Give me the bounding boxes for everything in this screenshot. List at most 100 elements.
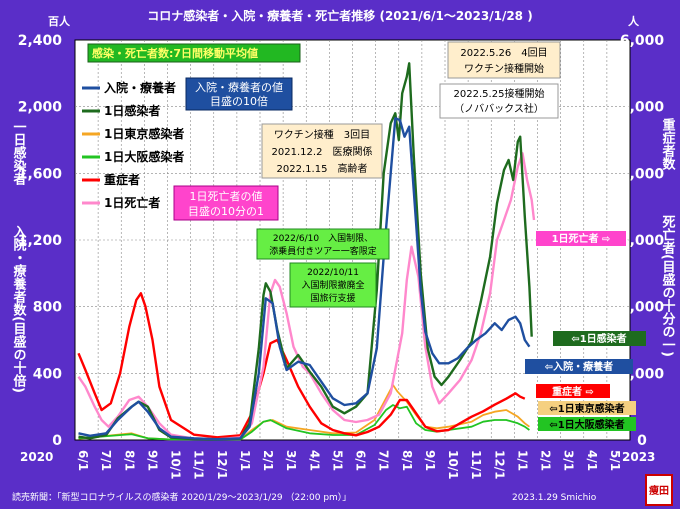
x-tick-label: 10/1 <box>446 450 460 479</box>
source-text: 読売新聞：「新型コロナウイルスの感染者 2020/1/29～2023/1/29 … <box>12 491 351 503</box>
stamp-text: 痩田 <box>649 484 669 497</box>
y-left-tick-label: 1,200 <box>18 233 63 249</box>
legend-label-hospital: 入院・療養者 <box>104 80 176 95</box>
travel2-line2: 入国制限撤廃全 <box>301 279 364 291</box>
hospital-scale-note: 入院・療養者の値 目盛の10倍 <box>185 77 293 111</box>
y-right-tick-label: 4,000 <box>620 166 665 182</box>
right-label-severe-text: 重症者 ⇨ <box>552 385 594 398</box>
moving-avg-note: 感染・死亡者数:7日間移動平均値 <box>87 43 301 63</box>
y-left-tick-label: 0 <box>52 433 62 449</box>
right-label-tokyo: ⇦1日東京感染者 <box>538 401 636 415</box>
x-tick-label: 5/1 <box>608 450 622 471</box>
x-tick-label: 12/1 <box>215 450 229 479</box>
x-tick-label: 11/1 <box>192 450 206 479</box>
right-axis-label-bottom: 死亡者(目盛の十分の一) <box>660 215 677 357</box>
vaccine3-line3: 2022.1.15 高齢者 <box>277 162 368 175</box>
vaccine3-line2: 2021.12.2 医療関係 <box>272 145 373 158</box>
death-scale-note: 1日死亡者の値 目盛の10分の1 <box>173 185 279 221</box>
x-tick-label: 9/1 <box>423 450 437 471</box>
y-right-tick-label: 6,000 <box>620 33 665 49</box>
death-scale-line1: 1日死亡者の値 <box>190 189 263 203</box>
year-start: 2020 <box>20 450 53 464</box>
vaccine3-line1: ワクチン接種 3回目 <box>274 128 370 141</box>
y-right-tick-label: 5,000 <box>620 100 665 116</box>
travel2-line1: 2022/10/11 <box>307 268 359 278</box>
legend-label-tokyo: 1日東京感染者 <box>104 126 184 141</box>
vaccine3-note: ワクチン接種 3回目 2021.12.2 医療関係 2022.1.15 高齢者 <box>261 123 383 179</box>
x-ticks: 6/1 7/1 8/1 9/1 10/1 11/1 12/1 1/1 2/1 3/1 4/1 5/1 6… <box>76 450 622 479</box>
legend-label-severe: 重症者 <box>104 172 140 187</box>
x-tick-label: 11/1 <box>469 450 483 479</box>
death-scale-line2: 目盛の10分の1 <box>188 204 264 218</box>
y-left-tick-label: 400 <box>33 366 62 382</box>
chart-title: コロナ感染者・入院・療養者・死亡者推移 (2021/6/1～2023/1/28 … <box>147 8 532 23</box>
y-left-tick-label: 1,600 <box>18 166 63 182</box>
travel2-note: 2022/10/11 入国制限撤廃全 国旅行支援 <box>289 262 377 308</box>
stamp: 痩田 <box>645 474 673 506</box>
travel1-line2: 添乗員付きツアー一客限定 <box>269 245 376 257</box>
x-tick-label: 6/1 <box>76 450 90 471</box>
travel1-note: 2022/6/10 入国制限、 添乗員付きツアー一客限定 <box>256 228 390 260</box>
y-right-tick-label: 2,000 <box>620 300 665 316</box>
right-label-daily: ⇦1日感染者 <box>553 331 646 346</box>
novavax-note: 2022.5.25接種開始 （ノババックス社） <box>439 83 559 119</box>
vaccine4-note: 2022.5.26 4回目 ワクチン接種開始 <box>447 41 561 79</box>
right-label-osaka-text: ⇦1日大阪感染者 <box>549 418 624 431</box>
right-label-tokyo-text: ⇦1日東京感染者 <box>549 402 624 415</box>
y-left-tick-label: 2,400 <box>18 33 63 49</box>
right-label-deaths-text: 1日死亡者 ⇨ <box>552 232 611 245</box>
y-left-tick-label: 2,000 <box>18 100 63 116</box>
left-axis-label-top: 一日感染者 <box>11 120 28 186</box>
x-tick-label: 7/1 <box>377 450 391 471</box>
x-tick-label: 8/1 <box>400 450 414 471</box>
x-tick-label: 6/1 <box>354 450 368 471</box>
x-tick-label: 12/1 <box>492 450 506 479</box>
right-label-daily-text: ⇦1日感染者 <box>571 332 626 345</box>
x-tick-label: 4/1 <box>307 450 321 471</box>
x-tick-label: 3/1 <box>284 450 298 471</box>
legend-label-osaka: 1日大阪感染者 <box>104 149 184 164</box>
x-tick-label: 2/1 <box>261 450 275 471</box>
x-tick-label: 4/1 <box>585 450 599 471</box>
right-label-hospital: ⇦入院・療養者 <box>525 359 633 374</box>
y-left-ticks: 0 400 800 1,200 1,600 2,000 2,400 <box>18 33 63 449</box>
right-label-hospital-text: ⇦入院・療養者 <box>545 360 613 373</box>
y-right-tick-label: 3,000 <box>620 233 665 249</box>
x-tick-label: 3/1 <box>562 450 576 471</box>
x-tick-label: 10/1 <box>169 450 183 479</box>
travel2-line3: 国旅行支援 <box>310 292 355 304</box>
right-label-deaths: 1日死亡者 ⇨ <box>536 231 626 246</box>
x-tick-label: 2/1 <box>539 450 553 471</box>
x-tick-label: 8/1 <box>122 450 136 471</box>
legend-label-deaths: 1日死亡者 <box>104 195 160 210</box>
right-axis-label-top: 重症者数 <box>660 117 677 171</box>
right-unit: 人 <box>628 14 640 28</box>
novavax-line1: 2022.5.25接種開始 <box>454 87 545 100</box>
left-axis-label-bottom: 入院・療養者数(目盛の十倍) <box>11 225 28 393</box>
left-unit: 百人 <box>48 14 71 28</box>
moving-avg-text: 感染・死亡者数:7日間移動平均値 <box>92 46 258 60</box>
legend-label-daily: 1日感染者 <box>104 103 160 118</box>
series-line-hospital <box>78 117 531 441</box>
x-tick-label: 1/1 <box>515 450 529 471</box>
x-tick-label: 7/1 <box>99 450 113 471</box>
vaccine4-line2: ワクチン接種開始 <box>464 62 544 75</box>
x-tick-label: 1/1 <box>238 450 252 471</box>
series-lines <box>77 62 536 441</box>
travel1-line1: 2022/6/10 入国制限、 <box>273 232 373 244</box>
x-tick-label: 5/1 <box>330 450 344 471</box>
hospital-scale-line2: 目盛の10倍 <box>210 94 268 108</box>
year-end: 2023 <box>622 450 655 464</box>
series-line-severe <box>77 292 526 439</box>
vaccine4-line1: 2022.5.26 4回目 <box>460 47 547 59</box>
right-label-osaka: ⇦1日大阪感染者 <box>538 417 636 431</box>
x-tick-label: 9/1 <box>145 450 159 471</box>
hospital-scale-line1: 入院・療養者の値 <box>195 80 283 94</box>
novavax-line2: （ノババックス社） <box>454 102 544 115</box>
y-right-tick-label: 0 <box>637 433 647 449</box>
right-label-severe: 重症者 ⇨ <box>536 384 610 398</box>
footer-date: 2023.1.29 Smichio <box>512 493 597 503</box>
